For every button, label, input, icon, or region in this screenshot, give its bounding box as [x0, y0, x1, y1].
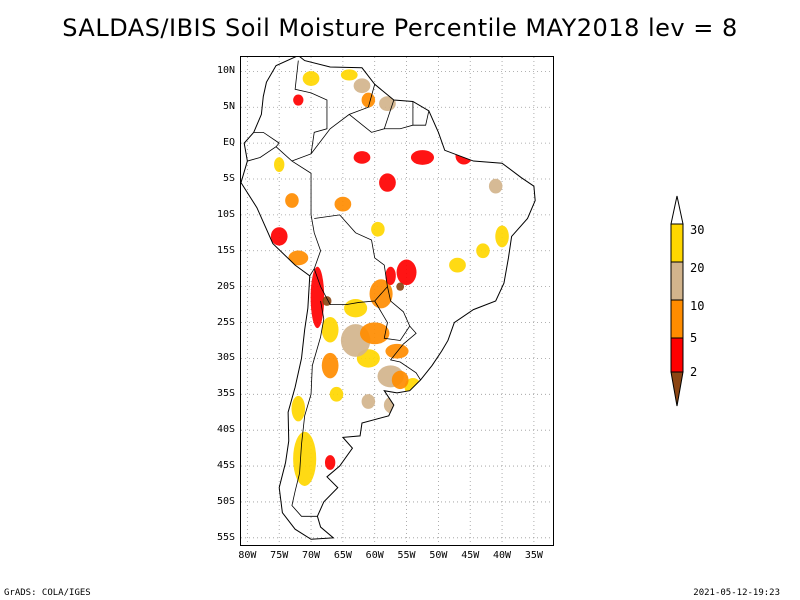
country-border [384, 101, 414, 130]
lat-tick-label: 35S [216, 388, 235, 400]
colorbar-segment-above-30 [670, 195, 684, 225]
lat-tick-label: 5N [222, 101, 235, 113]
country-border [374, 286, 411, 341]
footer-timestamp: 2021-05-12-19:23 [693, 588, 780, 598]
country-border [348, 99, 395, 133]
colorbar-segment-2-5 [670, 337, 684, 373]
moisture-patch-20-30 [476, 243, 490, 259]
lon-tick-label: 70W [302, 550, 321, 561]
moisture-patch-20-30 [274, 157, 285, 173]
moisture-patch-20-30 [291, 395, 306, 422]
moisture-patch-2-5 [410, 150, 435, 165]
moisture-patch-5-10 [285, 193, 299, 208]
colorbar-segment-5-10 [670, 299, 684, 339]
colorbar-label-30: 30 [690, 223, 705, 237]
moisture-patch-2-5 [353, 151, 371, 164]
soil-moisture-fill [270, 69, 509, 486]
lat-tick-label: 20S [216, 280, 235, 292]
moisture-patch-20-30 [321, 316, 339, 343]
lon-tick-label: 55W [397, 550, 416, 561]
moisture-patch-2-5 [455, 147, 473, 165]
country-border [247, 131, 280, 162]
moisture-patch-10-20 [379, 96, 396, 112]
moisture-patch-2-5 [379, 173, 396, 192]
moisture-patch-2-5 [310, 266, 325, 329]
moisture-patch-10-20 [353, 78, 371, 94]
lon-tick-label: 35W [524, 550, 543, 561]
coastline [240, 54, 536, 540]
moisture-patch-20-30 [371, 221, 385, 237]
moisture-patch-5-10 [288, 250, 309, 266]
lat-tick-label: 55S [216, 531, 235, 543]
lat-tick-label: 5S [222, 173, 235, 184]
country-border [291, 300, 325, 517]
moisture-patch-2-5 [293, 94, 304, 106]
moisture-patch-5-10 [385, 343, 409, 359]
country-border [291, 60, 328, 162]
lat-tick-label: 50S [216, 495, 235, 507]
graticule-grid [241, 57, 553, 545]
moisture-patch-5-10 [334, 196, 352, 212]
lat-tick-label: 25S [216, 316, 235, 328]
colorbar-label-10: 10 [690, 299, 705, 313]
moisture-patch-5-10 [359, 322, 390, 345]
moisture-patch-5-10 [391, 370, 409, 390]
lon-tick-label: 80W [238, 550, 257, 561]
coastline-outline [240, 54, 536, 540]
colorbar-label-20: 20 [690, 261, 705, 275]
moisture-patch-20-30 [449, 257, 466, 273]
figure-title: SALDAS/IBIS Soil Moisture Percentile MAY… [62, 14, 738, 42]
lat-tick-label: EQ [222, 137, 235, 149]
moisture-patch-20-30 [293, 431, 317, 486]
lon-tick-label: 45W [461, 550, 480, 561]
moisture-patch-2-5 [270, 227, 288, 246]
moisture-patch-20-30 [329, 386, 344, 402]
colorbar-svg [670, 195, 684, 407]
colorbar-segment-10-20 [670, 261, 684, 301]
country-borders [247, 60, 430, 517]
south-america-map [240, 54, 553, 545]
colorbar-label-2: 2 [690, 365, 698, 379]
lat-tick-label: 10N [216, 65, 235, 77]
moisture-patch-2-5 [396, 259, 417, 286]
lat-tick-label: 30S [216, 352, 235, 364]
colorbar-segment-20-30 [670, 223, 684, 263]
moisture-patch-10-20 [361, 394, 376, 409]
moisture-patch-10-20 [488, 178, 503, 194]
lon-tick-label: 75W [270, 550, 289, 561]
lat-tick-label: 45S [216, 460, 235, 472]
country-border [389, 325, 421, 381]
colorbar: 30 20 10 5 2 [664, 190, 724, 410]
lon-tick-label: 50W [429, 550, 448, 561]
moisture-patch-5-10 [321, 352, 339, 379]
country-border [412, 110, 430, 126]
lon-tick-label: 40W [493, 550, 512, 561]
moisture-patch-5-10 [361, 92, 376, 108]
colorbar-label-5: 5 [690, 331, 698, 345]
lat-tick-label: 10S [216, 208, 235, 220]
lon-tick-label: 65W [333, 550, 352, 561]
footer-credit: GrADS: COLA/IGES [4, 588, 91, 598]
lat-tick-label: 15S [216, 244, 235, 256]
moisture-patch-2-5 [385, 266, 396, 286]
colorbar-segment-below-2 [670, 371, 684, 407]
lat-tick-label: 40S [216, 424, 235, 436]
map-frame [240, 54, 554, 546]
moisture-patch-20-30 [340, 69, 358, 81]
moisture-patch-20-30 [302, 71, 320, 86]
country-border [275, 146, 322, 277]
moisture-patch-20-30 [495, 225, 509, 248]
moisture-patch-2-5 [324, 455, 336, 470]
moisture-patch-below-2 [396, 282, 405, 291]
lon-tick-label: 60W [365, 550, 384, 561]
